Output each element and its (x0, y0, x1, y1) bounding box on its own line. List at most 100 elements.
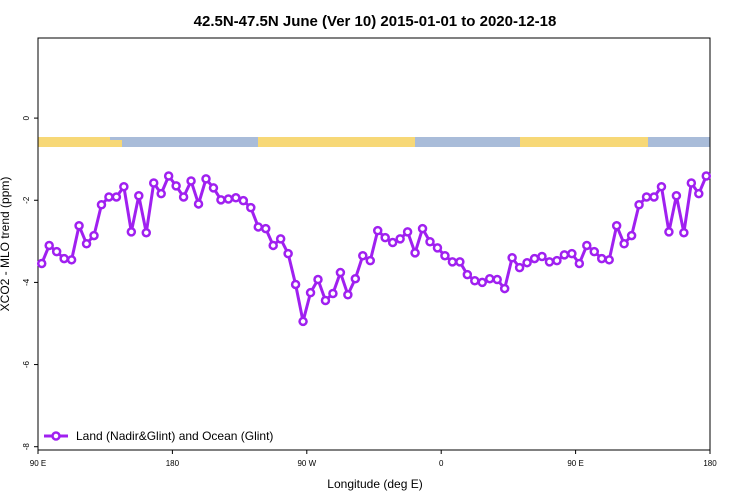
point (664, 227, 674, 237)
point (455, 257, 465, 267)
point (417, 223, 428, 234)
point (134, 190, 144, 201)
point (238, 195, 249, 206)
point (641, 192, 652, 202)
y-tick-label: -2 (22, 196, 31, 204)
point (529, 253, 540, 264)
point (171, 181, 181, 191)
point (156, 188, 166, 199)
point (484, 273, 495, 284)
point (432, 243, 443, 253)
point (492, 274, 502, 285)
point (111, 192, 122, 202)
point (59, 253, 69, 264)
point (148, 178, 159, 188)
x-axis-label: Longitude (deg E) (327, 477, 422, 491)
point (649, 192, 659, 202)
point (350, 273, 361, 284)
point (656, 181, 667, 192)
x-tick-label: 90 E (30, 459, 46, 468)
point (611, 220, 622, 231)
point (589, 246, 600, 257)
point (462, 269, 473, 280)
point (44, 240, 54, 251)
point (537, 251, 547, 262)
point (305, 287, 316, 298)
point (514, 262, 525, 273)
land-ocean-strip (38, 137, 710, 147)
point (246, 202, 256, 213)
point (275, 234, 286, 244)
point (372, 225, 383, 236)
point (201, 174, 211, 184)
point (447, 257, 458, 267)
point (387, 237, 398, 248)
point (686, 178, 697, 188)
point (574, 258, 585, 269)
point (186, 176, 196, 186)
point (626, 230, 637, 241)
point (522, 257, 532, 268)
point (582, 240, 592, 251)
point (380, 232, 390, 243)
point (104, 192, 114, 202)
point (440, 250, 450, 261)
point (216, 195, 226, 205)
point (402, 227, 413, 237)
point (320, 295, 331, 306)
y-axis-label: XCO2 - MLO trend (ppm) (0, 177, 12, 312)
point (425, 236, 435, 247)
point (395, 234, 405, 244)
point (619, 239, 629, 249)
point (81, 239, 92, 249)
point (544, 257, 555, 267)
point (671, 190, 682, 201)
x-tick-label: 90 E (567, 459, 583, 468)
point (365, 255, 376, 266)
point (89, 230, 99, 241)
point (74, 220, 84, 231)
point (126, 227, 137, 237)
point (66, 255, 77, 265)
point (178, 192, 189, 202)
point (335, 267, 346, 278)
point (231, 193, 241, 203)
point (141, 227, 152, 238)
point (499, 283, 510, 294)
point (208, 183, 219, 193)
land (110, 140, 122, 147)
point (283, 248, 293, 259)
point (679, 227, 689, 238)
legend-marker (51, 431, 61, 441)
point (298, 316, 308, 327)
point (477, 277, 488, 288)
point (343, 289, 353, 300)
point (290, 279, 301, 290)
point (701, 171, 712, 181)
point (328, 288, 338, 299)
point (604, 255, 614, 265)
x-tick-label: 180 (703, 459, 717, 468)
land (258, 137, 415, 147)
point (410, 248, 420, 258)
x-tick-label: 0 (439, 459, 444, 468)
point (253, 222, 264, 232)
point (507, 253, 517, 263)
point (260, 223, 271, 234)
land (520, 137, 648, 147)
x-tick-label: 90 W (297, 459, 316, 468)
x-tick-label: 180 (166, 459, 180, 468)
point (559, 250, 570, 260)
point (596, 253, 607, 264)
y-tick-label: -4 (22, 278, 31, 286)
point (358, 250, 368, 261)
point (163, 171, 174, 181)
point (36, 258, 47, 269)
legend-label: Land (Nadir&Glint) and Ocean (Glint) (76, 429, 273, 443)
point (268, 240, 278, 251)
y-tick-label: -8 (22, 443, 31, 451)
point (313, 274, 323, 285)
point (470, 276, 480, 286)
y-tick-label: 0 (22, 115, 31, 120)
